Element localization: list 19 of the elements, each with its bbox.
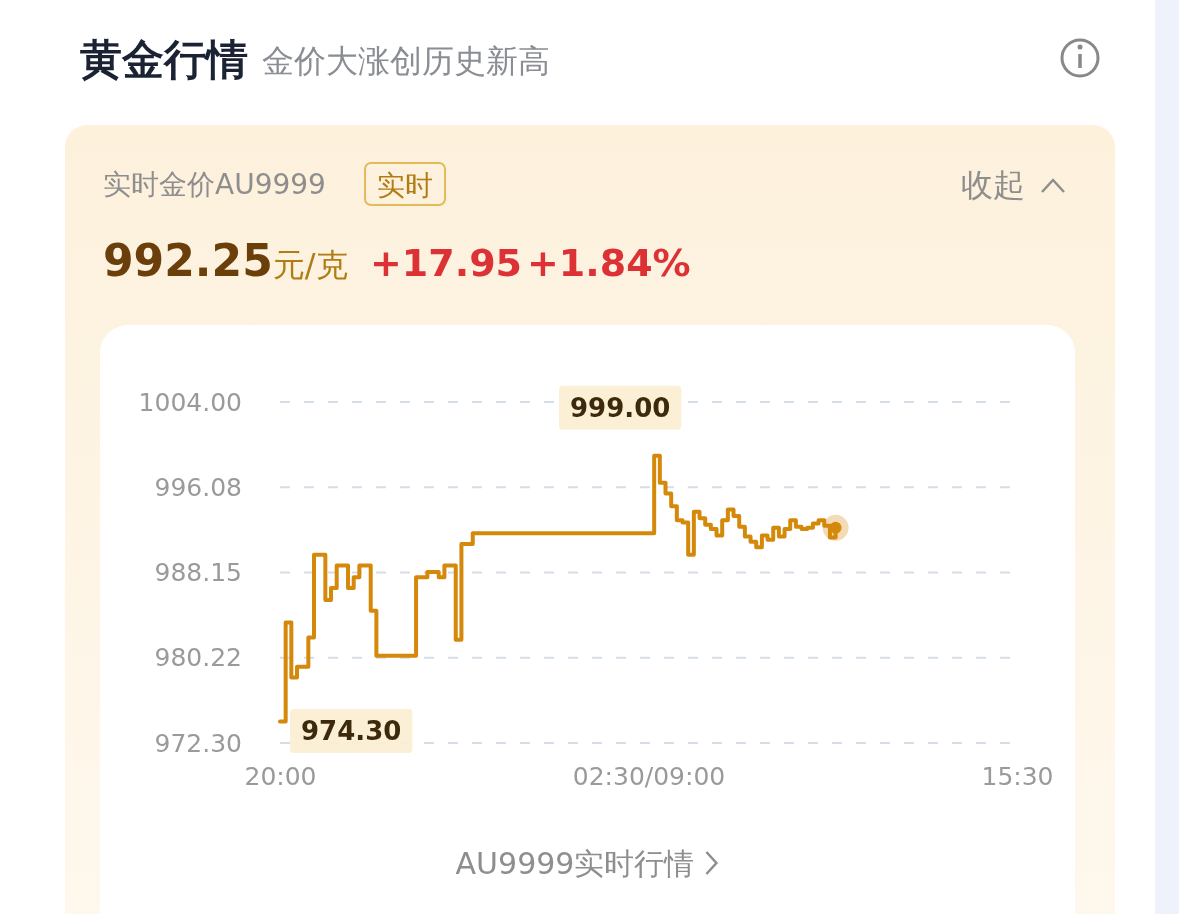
x-tick-label: 15:30	[981, 761, 1054, 791]
text: 收起	[961, 166, 1025, 204]
text: +1.84%	[527, 241, 691, 285]
text: 实时金价AU9999	[103, 168, 326, 201]
y-tick-label: 996.08	[154, 472, 242, 502]
text: 992.25元/克	[103, 235, 348, 286]
annotation: 974.30	[301, 716, 402, 746]
x-tick-label: 02:30/09:00	[572, 761, 726, 791]
text: +17.95	[370, 241, 523, 285]
chart-subtitle: 金价大涨创历史新高	[262, 42, 550, 80]
text: AU9999实时行情	[455, 846, 695, 881]
y-tick-label: 988.15	[154, 558, 242, 587]
y-tick-label: 980.22	[154, 643, 242, 673]
annotation: 999.00	[570, 392, 671, 423]
x-tick-label: 20:00	[244, 761, 317, 791]
text: 实时	[377, 169, 433, 202]
y-tick-label: 1004.00	[138, 387, 242, 417]
chart-title: 黄金行情	[80, 35, 248, 84]
y-tick-label: 972.30	[154, 728, 242, 758]
